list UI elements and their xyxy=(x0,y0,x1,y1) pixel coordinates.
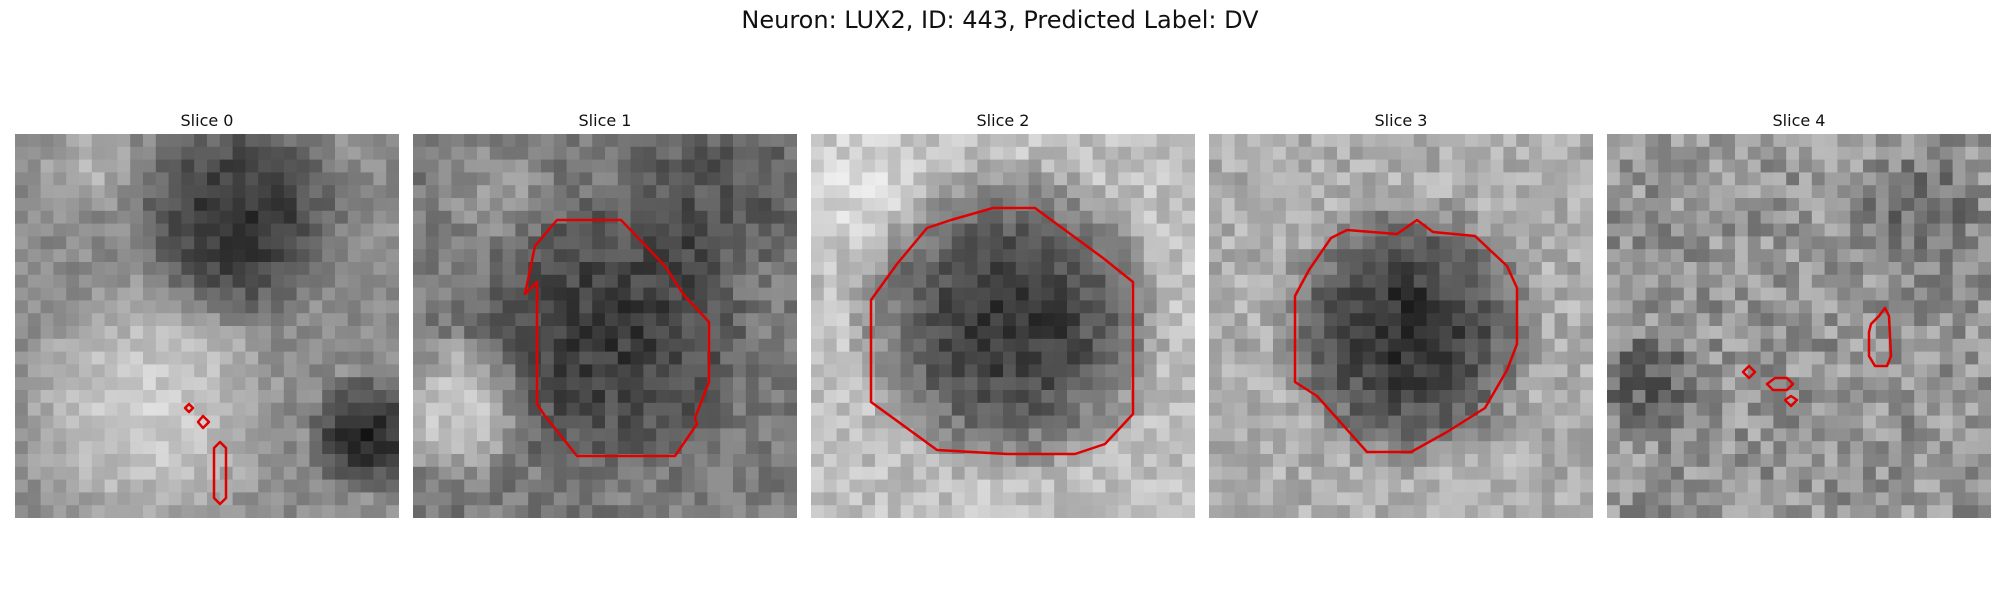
slice-panel-0: Slice 0 xyxy=(15,108,399,518)
slice-image-2 xyxy=(811,134,1195,518)
roi-contour xyxy=(1783,394,1799,408)
roi-contour xyxy=(196,414,211,430)
slice-image-4 xyxy=(1607,134,1991,518)
roi-contour xyxy=(523,218,711,458)
roi-contour xyxy=(212,440,228,506)
slice-title-1: Slice 1 xyxy=(578,111,632,130)
slice-panel-1: Slice 1 xyxy=(413,108,797,518)
slice-image-1 xyxy=(413,134,797,518)
roi-contour xyxy=(1867,306,1893,368)
slice-panel-2: Slice 2 xyxy=(811,108,1195,518)
slice-image-3 xyxy=(1209,134,1593,518)
roi-contour xyxy=(1741,364,1757,380)
slice-title-4: Slice 4 xyxy=(1772,111,1826,130)
slice-panel-3: Slice 3 xyxy=(1209,108,1593,518)
slice-title-0: Slice 0 xyxy=(180,111,234,130)
roi-contour xyxy=(1293,218,1519,454)
roi-contour xyxy=(1765,376,1795,392)
slice-title-2: Slice 2 xyxy=(976,111,1030,130)
figure-title: Neuron: LUX2, ID: 443, Predicted Label: … xyxy=(741,6,1259,34)
roi-contour xyxy=(869,206,1135,456)
slice-panel-4: Slice 4 xyxy=(1607,108,1991,518)
roi-contour xyxy=(183,402,195,414)
slice-image-0 xyxy=(15,134,399,518)
slice-title-3: Slice 3 xyxy=(1374,111,1428,130)
